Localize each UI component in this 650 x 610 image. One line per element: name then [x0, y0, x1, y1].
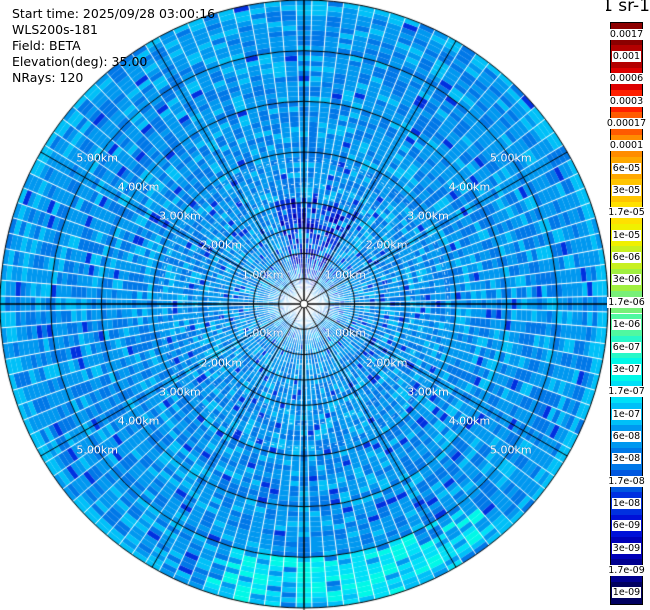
- colorbar-level-label: 1.7e-05: [607, 207, 646, 219]
- range-ring-label: 2.00km: [365, 356, 408, 370]
- colorbar-level-label: 6e-08: [611, 430, 642, 442]
- colorbar-level-label: 1.7e-08: [607, 475, 646, 487]
- range-ring-label: 3.00km: [407, 209, 449, 223]
- colorbar-level: 6e-08: [611, 425, 642, 448]
- range-ring-label: 4.00km: [448, 414, 491, 428]
- range-ring-label: 2.00km: [200, 238, 243, 252]
- colorbar-level-label: 0.001: [611, 51, 642, 63]
- colorbar-level: 0.0017: [608, 23, 645, 46]
- colorbar-level: 3e-06: [611, 268, 642, 292]
- colorbar-level: 3e-07: [611, 358, 642, 381]
- range-ring-label: 1.00km: [324, 326, 367, 340]
- colorbar-level-label: 3e-06: [611, 274, 642, 286]
- colorbar-level-label: 1e-08: [611, 497, 642, 509]
- instrument-label: WLS200s-181: [12, 22, 98, 37]
- colorbar-level: 0.00017: [605, 112, 648, 135]
- colorbar-level: 0.0006: [608, 67, 645, 91]
- nrays-label: NRays: 120: [12, 70, 84, 85]
- colorbar-level-label: 3e-07: [611, 363, 642, 375]
- range-ring-label: 5.00km: [76, 443, 118, 457]
- colorbar-level: 0.0003: [608, 90, 645, 113]
- ppi-plot: [0, 0, 610, 610]
- range-ring-label: 5.00km: [490, 443, 532, 457]
- colorbar-level: 6e-07: [611, 335, 642, 359]
- colorbar-level: 1e-05: [611, 224, 642, 247]
- colorbar-level-label: 1e-05: [611, 229, 642, 241]
- colorbar-level-label: 0.0017: [608, 28, 645, 40]
- colorbar-level: 6e-05: [611, 157, 642, 180]
- colorbar-level-label: 3e-05: [611, 185, 642, 197]
- colorbar-level-label: 1e-09: [611, 587, 642, 599]
- colorbar-level: 1e-06: [611, 313, 642, 336]
- colorbar-level-label: 3e-09: [611, 542, 642, 554]
- start-time-label: Start time: 2025/09/28 03:00:16: [12, 6, 216, 21]
- colorbar-level: 1.7e-05: [607, 201, 646, 225]
- colorbar-level-label: 0.00017: [605, 118, 648, 130]
- colorbar-level-label: 6e-09: [611, 520, 642, 532]
- colorbar-title: m-1 sr-1: [606, 0, 650, 16]
- colorbar: 0.0017 0.001 0.0006 0.0003 0.00017 0.0001 6e-0…: [605, 22, 648, 605]
- range-ring-label: 2.00km: [200, 356, 243, 370]
- colorbar-level: 0.0001: [608, 134, 645, 158]
- elevation-label: Elevation(deg): 35.00: [12, 54, 148, 69]
- colorbar-level: 0.001: [611, 45, 642, 68]
- colorbar-level-label: 0.0003: [608, 95, 645, 107]
- colorbar-level: 6e-09: [611, 514, 642, 537]
- range-ring-label: 1.00km: [324, 268, 367, 282]
- range-ring-label: 5.00km: [76, 151, 118, 165]
- range-ring-label: 3.00km: [407, 385, 449, 399]
- range-ring-label: 4.00km: [117, 414, 160, 428]
- range-ring-label: 4.00km: [117, 180, 160, 194]
- colorbar-level-label: 1e-06: [611, 319, 642, 331]
- colorbar-level-label: 0.0001: [608, 140, 645, 152]
- colorbar-level-label: 1.7e-06: [607, 296, 646, 308]
- colorbar-level: 1e-09: [611, 581, 642, 604]
- range-ring-label: 1.00km: [241, 268, 284, 282]
- colorbar-level-label: 1e-07: [611, 408, 642, 420]
- colorbar-level: 1e-07: [611, 402, 642, 426]
- colorbar-level: 3e-08: [611, 447, 642, 470]
- colorbar-level: 3e-05: [611, 179, 642, 202]
- colorbar-level-label: 6e-06: [611, 252, 642, 264]
- range-ring-label: 3.00km: [159, 385, 201, 399]
- range-ring-label: 1.00km: [241, 326, 284, 340]
- range-ring-label: 5.00km: [490, 151, 532, 165]
- colorbar-level-label: 1.7e-09: [607, 564, 646, 576]
- colorbar-level: 1e-08: [611, 492, 642, 515]
- colorbar-level-label: 6e-05: [611, 162, 642, 174]
- colorbar-level-label: 3e-08: [611, 453, 642, 465]
- colorbar-level-label: 0.0006: [608, 73, 645, 85]
- colorbar-level: 1.7e-07: [607, 380, 646, 403]
- range-ring-label: 4.00km: [448, 180, 491, 194]
- range-ring-label: 2.00km: [365, 238, 408, 252]
- colorbar-level: 1.7e-06: [607, 291, 646, 314]
- field-label: Field: BETA: [12, 38, 81, 53]
- colorbar-level: 3e-09: [611, 536, 642, 560]
- colorbar-level: 6e-06: [611, 246, 642, 269]
- colorbar-level: 1.7e-08: [607, 469, 646, 493]
- range-ring-label: 3.00km: [159, 209, 201, 223]
- colorbar-level: 1.7e-09: [607, 559, 646, 582]
- colorbar-level-label: 6e-07: [611, 341, 642, 353]
- colorbar-level-label: 1.7e-07: [607, 386, 646, 398]
